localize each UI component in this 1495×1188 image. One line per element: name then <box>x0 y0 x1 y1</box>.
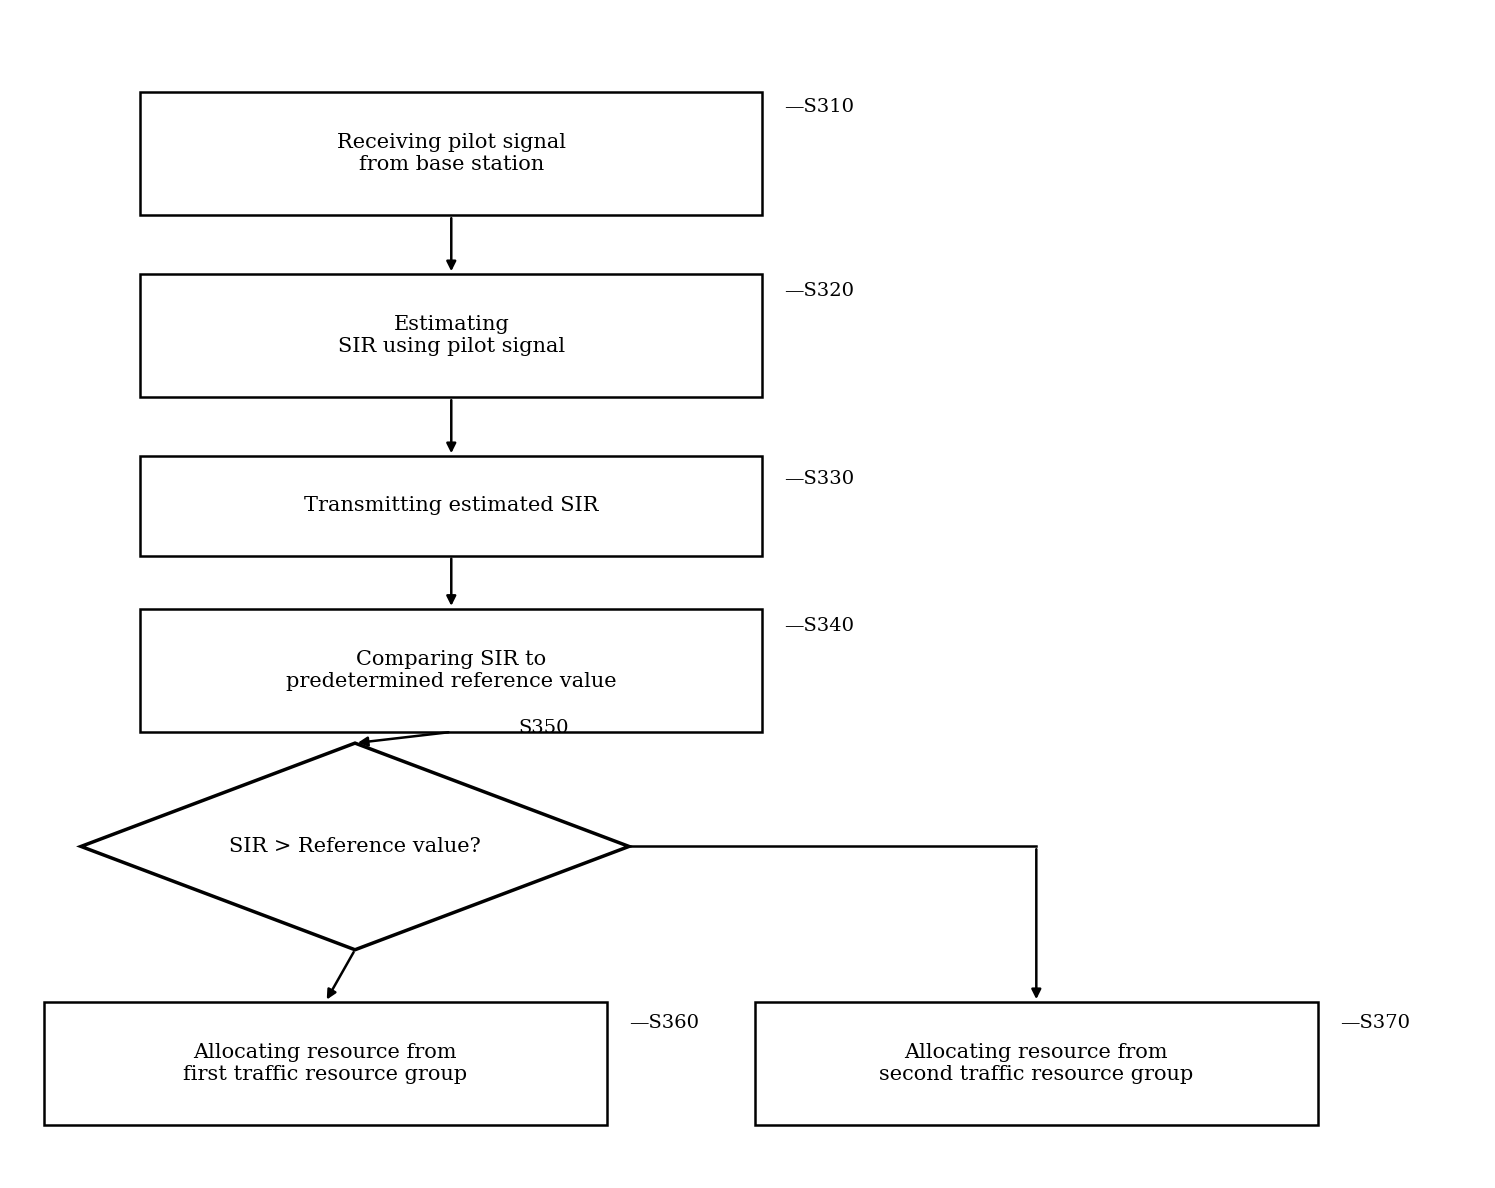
Text: S350: S350 <box>517 719 568 738</box>
Text: —S340: —S340 <box>785 617 855 634</box>
FancyBboxPatch shape <box>755 1001 1317 1125</box>
Text: Allocating resource from
second traffic resource group: Allocating resource from second traffic … <box>879 1043 1193 1085</box>
Polygon shape <box>81 744 629 949</box>
Text: Allocating resource from
first traffic resource group: Allocating resource from first traffic r… <box>184 1043 468 1085</box>
FancyBboxPatch shape <box>141 608 762 732</box>
Text: Transmitting estimated SIR: Transmitting estimated SIR <box>303 497 598 516</box>
Text: —S360: —S360 <box>629 1013 700 1031</box>
Text: —S370: —S370 <box>1340 1013 1410 1031</box>
FancyBboxPatch shape <box>141 274 762 397</box>
FancyBboxPatch shape <box>43 1001 607 1125</box>
Text: Estimating
SIR using pilot signal: Estimating SIR using pilot signal <box>338 315 565 356</box>
Text: —S320: —S320 <box>785 282 855 301</box>
Text: —S310: —S310 <box>785 97 855 115</box>
Text: Receiving pilot signal
from base station: Receiving pilot signal from base station <box>336 133 565 175</box>
FancyBboxPatch shape <box>141 456 762 556</box>
Text: —S330: —S330 <box>785 470 855 488</box>
Text: Comparing SIR to
predetermined reference value: Comparing SIR to predetermined reference… <box>286 650 616 690</box>
FancyBboxPatch shape <box>141 91 762 215</box>
Text: SIR > Reference value?: SIR > Reference value? <box>229 836 481 855</box>
